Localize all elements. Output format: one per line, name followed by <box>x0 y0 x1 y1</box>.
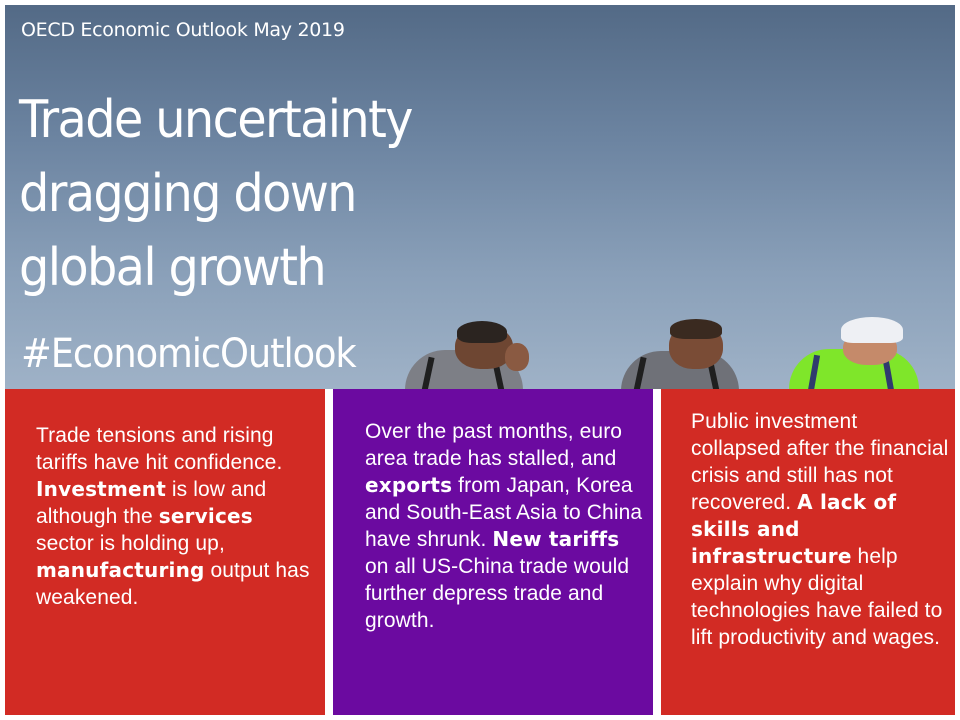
body-text: output has weakened. <box>36 559 310 609</box>
body-text: help explain why digital technologies ha… <box>691 545 943 649</box>
panel-text: Over the past months, euro area trade ha… <box>365 418 645 634</box>
hero-photo: OECD Economic Outlook May 2019 Trade unc… <box>5 5 955 389</box>
body-text: Over the past months, euro area trade ha… <box>365 420 623 470</box>
body-text: on all US-China trade would further depr… <box>365 555 630 632</box>
highlight-text: services <box>158 504 253 528</box>
panel-text: Trade tensions and rising tariffs have h… <box>36 422 316 611</box>
panel-trade-tensions: Trade tensions and rising tariffs have h… <box>5 389 325 715</box>
headline-line: Trade uncertainty <box>19 90 413 150</box>
highlight-text: manufacturing <box>36 558 205 582</box>
body-text: is low and although the <box>36 478 267 528</box>
headline: Trade uncertainty dragging down global g… <box>19 83 497 305</box>
body-text: Trade tensions and rising tariffs have h… <box>36 424 283 474</box>
panel-text: Public investment collapsed after the fi… <box>691 408 951 651</box>
body-text: sector is holding up, <box>36 532 225 555</box>
highlight-text: exports <box>365 473 453 497</box>
body-text: Public investment collapsed after the fi… <box>691 410 949 514</box>
highlight-text: New tariffs <box>492 527 620 551</box>
headline-line: global growth <box>19 238 327 298</box>
highlight-text: Investment <box>36 477 166 501</box>
panel-euro-area-trade: Over the past months, euro area trade ha… <box>333 389 653 715</box>
highlight-text: A lack of skills and infrastructure <box>691 490 897 568</box>
headline-line: dragging down <box>19 164 357 224</box>
body-text: from Japan, Korea and South-East Asia to… <box>365 474 643 551</box>
hashtag: #EconomicOutlook <box>21 331 357 377</box>
report-eyebrow: OECD Economic Outlook May 2019 <box>21 19 345 41</box>
panel-public-investment: Public investment collapsed after the fi… <box>661 389 955 715</box>
